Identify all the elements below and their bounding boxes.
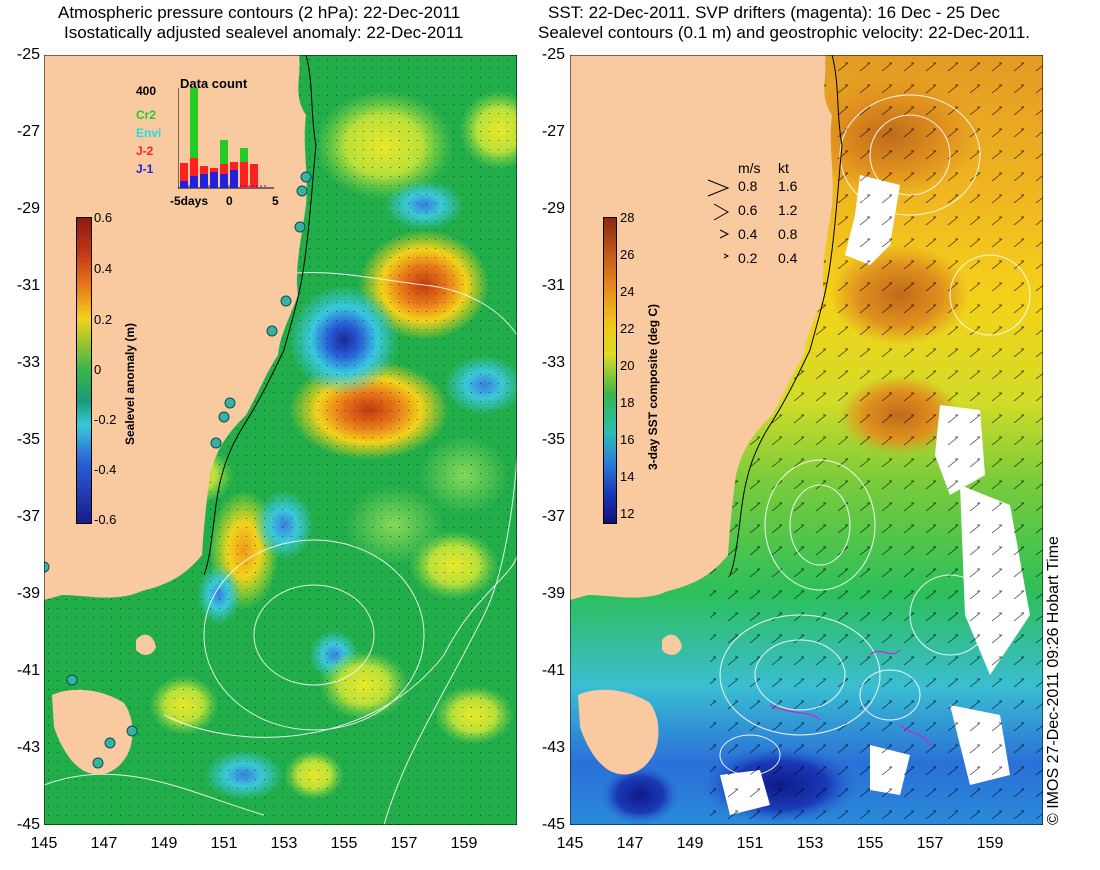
data-count-x-5: 5 <box>272 194 279 208</box>
left-x-label: 149 <box>150 835 178 852</box>
right-x-label: 145 <box>556 835 584 852</box>
velocity-key-kt-0: 1.6 <box>778 178 798 194</box>
right-cb-tick-1: 26 <box>620 247 635 262</box>
data-count-inset: Data count 400 Cr2 Envi J-2 J-1 -5days 0… <box>120 70 290 210</box>
right-x-label: 147 <box>616 835 644 852</box>
left-cb-tick-6: -0.6 <box>94 512 117 527</box>
data-count-ymax: 400 <box>136 84 157 98</box>
left-colorbar-label: Sealevel anomaly (m) <box>123 322 137 445</box>
right-title-line1: SST: 22-Dec-2011. SVP drifters (magenta)… <box>548 3 1000 22</box>
left-cb-tick-2: 0.2 <box>94 312 113 327</box>
data-count-x-minus5: -5days <box>170 194 209 208</box>
right-y-label: -25 <box>541 46 565 63</box>
left-y-label: -35 <box>16 431 40 448</box>
left-cb-tick-1: 0.4 <box>94 261 113 276</box>
left-cb-tick-0: 0.6 <box>94 210 113 225</box>
right-x-label: 157 <box>916 835 944 852</box>
copyright-text: © IMOS 27-Dec-2011 09:26 Hobart Time <box>1045 536 1062 825</box>
data-count-histogram <box>178 88 274 189</box>
right-cb-tick-8: 12 <box>620 506 635 521</box>
left-land-tasmania <box>52 689 133 775</box>
right-x-label: 151 <box>736 835 764 852</box>
left-y-label: -39 <box>16 585 40 602</box>
velocity-key-ms-1: 0.6 <box>738 202 758 218</box>
left-x-label: 151 <box>210 835 238 852</box>
left-y-label: -41 <box>16 662 40 679</box>
right-y-label: -35 <box>541 431 565 448</box>
left-cb-tick-3: 0 <box>94 362 102 377</box>
left-map-svg <box>38 54 539 826</box>
left-x-label: 159 <box>450 835 478 852</box>
left-y-label: -43 <box>16 739 40 756</box>
right-x-label: 155 <box>856 835 884 852</box>
left-x-label: 147 <box>90 835 118 852</box>
right-cb-tick-7: 14 <box>620 469 635 484</box>
right-cb-tick-5: 18 <box>620 395 635 410</box>
right-land-mainland <box>570 55 833 600</box>
right-colorbar-label: 3-day SST composite (deg C) <box>646 303 660 470</box>
velocity-key-ms-3: 0.2 <box>738 250 758 266</box>
data-count-legend-envi: Envi <box>136 126 162 140</box>
right-y-label: -43 <box>541 739 565 756</box>
left-x-label: 145 <box>30 835 58 852</box>
data-count-legend-j1: J-1 <box>136 162 154 176</box>
left-y-label: -27 <box>16 123 40 140</box>
right-cb-tick-3: 22 <box>620 321 635 336</box>
left-y-label: -25 <box>16 46 40 63</box>
left-y-label: -31 <box>16 277 40 294</box>
right-cb-tick-4: 20 <box>620 358 635 373</box>
right-land-tasmania <box>578 689 659 775</box>
data-count-legend-j2: J-2 <box>136 144 154 158</box>
left-colorbar <box>76 217 92 524</box>
right-y-label: -39 <box>541 585 565 602</box>
right-map-sst <box>569 54 1044 826</box>
left-x-label: 153 <box>270 835 298 852</box>
right-x-label: 153 <box>796 835 824 852</box>
right-colorbar <box>603 217 617 524</box>
data-count-legend-cr2: Cr2 <box>136 108 157 122</box>
left-map-sealevel-anomaly <box>38 54 539 826</box>
right-y-label: -31 <box>541 277 565 294</box>
right-y-label: -45 <box>541 816 565 833</box>
right-title-line2: Sealevel contours (0.1 m) and geostrophi… <box>538 23 1030 42</box>
velocity-key-arrows <box>707 179 730 259</box>
velocity-key-header-kt: kt <box>778 160 789 176</box>
left-y-label: -33 <box>16 354 40 371</box>
velocity-key-kt-1: 1.2 <box>778 202 798 218</box>
right-y-label: -41 <box>541 662 565 679</box>
right-cb-tick-0: 28 <box>620 210 635 225</box>
velocity-key: m/s kt 0.8 1.6 0.6 1.2 0.4 0.8 0.2 0.4 <box>700 160 820 270</box>
data-count-x-0: 0 <box>226 194 233 208</box>
left-y-label: -29 <box>16 200 40 217</box>
right-cb-tick-6: 16 <box>620 432 635 447</box>
left-y-label: -45 <box>16 816 40 833</box>
right-y-label: -29 <box>541 200 565 217</box>
velocity-key-ms-0: 0.8 <box>738 178 758 194</box>
left-title-line2: Isostatically adjusted sealevel anomaly:… <box>64 23 464 42</box>
right-y-label: -37 <box>541 508 565 525</box>
left-cb-tick-4: -0.2 <box>94 412 117 427</box>
left-title-line1: Atmospheric pressure contours (2 hPa): 2… <box>58 3 461 22</box>
velocity-key-kt-2: 0.8 <box>778 226 798 242</box>
right-y-label: -27 <box>541 123 565 140</box>
data-count-title: Data count <box>180 76 248 91</box>
left-cb-tick-5: -0.4 <box>94 462 117 477</box>
velocity-key-header-ms: m/s <box>738 160 761 176</box>
right-cb-tick-2: 24 <box>620 284 635 299</box>
right-y-label: -33 <box>541 354 565 371</box>
left-land-mainland <box>44 55 307 600</box>
velocity-key-kt-3: 0.4 <box>778 250 798 266</box>
right-x-label: 149 <box>676 835 704 852</box>
left-x-label: 155 <box>330 835 358 852</box>
right-x-label: 159 <box>976 835 1004 852</box>
left-y-label: -37 <box>16 508 40 525</box>
left-x-label: 157 <box>390 835 418 852</box>
velocity-key-ms-2: 0.4 <box>738 226 758 242</box>
right-map-svg <box>569 54 1044 826</box>
